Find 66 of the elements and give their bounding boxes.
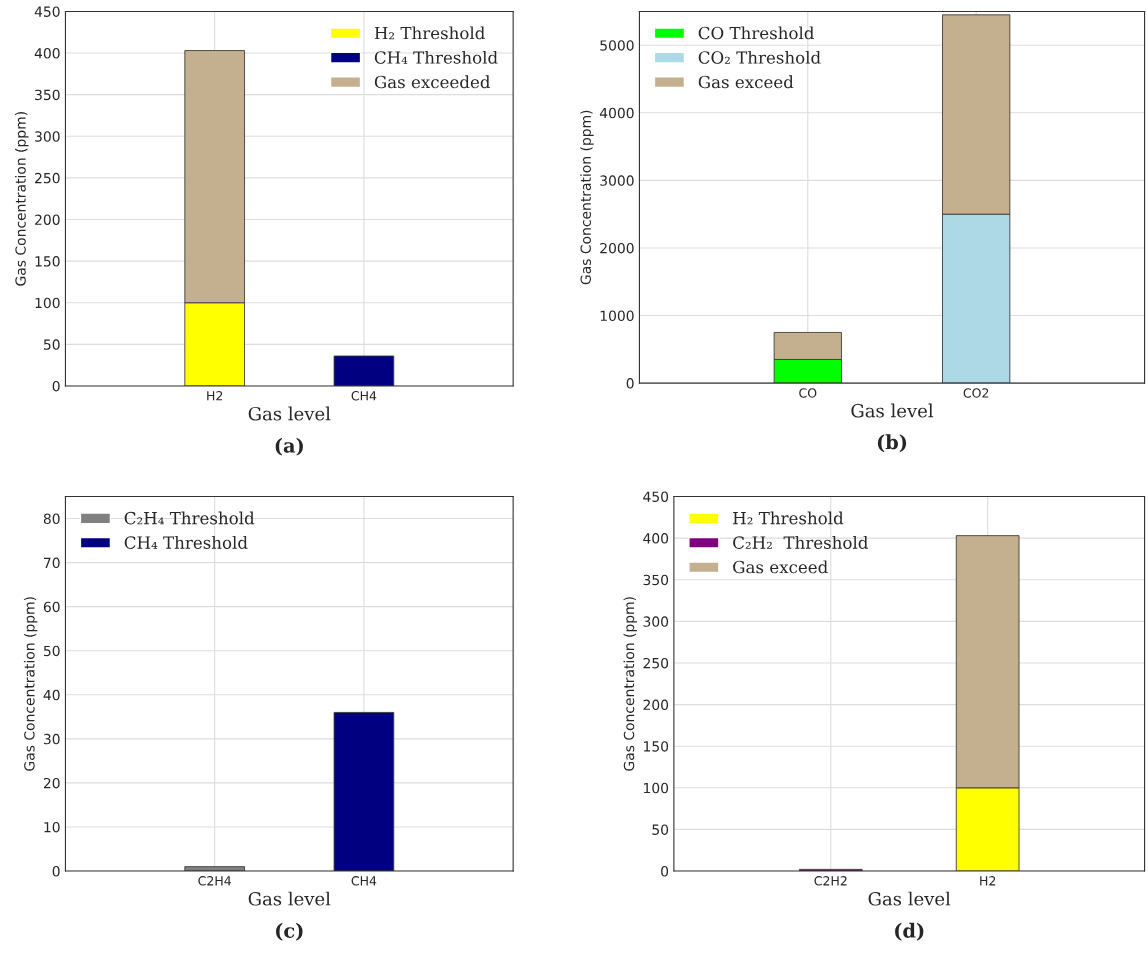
y-tick-label: 0 (661, 866, 669, 877)
text: (c) (276, 922, 303, 941)
y-tick-label: 300 (35, 131, 60, 142)
text: (d) (895, 922, 924, 941)
legend-label: CO Threshold (698, 26, 814, 40)
text: (b) (877, 434, 907, 453)
y-tick-label: 200 (35, 214, 60, 225)
y-tick-label: 100 (35, 297, 60, 309)
text: (a) (275, 437, 303, 456)
y-tick-label: 250 (35, 172, 60, 184)
y-tick-label: 450 (34, 6, 60, 17)
y-tick-label: 100 (644, 782, 669, 794)
y-tick-label: 50 (43, 645, 60, 657)
y-tick-label: 0 (52, 380, 60, 392)
y-tick-label: 50 (43, 339, 60, 350)
x-tick-label: CH4 (351, 391, 377, 401)
x-tick-label: CO (799, 388, 817, 398)
y-tick-label: 400 (643, 533, 669, 544)
legend-label: H₂ Threshold (374, 26, 485, 40)
y-axis-title: Gas Concentration (ppm) (23, 597, 38, 771)
y-tick-label: 150 (35, 256, 60, 267)
x-axis-title: Gas level (248, 406, 331, 421)
y-axis-title: Gas Concentration (ppm) (580, 110, 594, 285)
legend-label: C₂H₄ Threshold (124, 511, 255, 525)
legend-label: H₂ Threshold (733, 511, 844, 525)
legend-label: C₂H₂ Threshold (733, 535, 868, 549)
y-tick-label: 3000 (600, 175, 634, 186)
y-tick-label: 10 (44, 821, 60, 833)
x-tick-label: H2 (980, 876, 996, 886)
x-tick-label: H2 (207, 391, 223, 401)
y-tick-label: 80 (43, 513, 60, 525)
y-axis-title: Gas Concentration (ppm) (15, 112, 29, 286)
y-axis-title: Gas Concentration (ppm) (623, 597, 637, 771)
y-tick-label: 60 (43, 601, 60, 613)
y-tick-label: 450 (643, 491, 669, 502)
y-tick-label: 2000 (600, 242, 634, 254)
y-tick-label: 50 (652, 824, 669, 835)
y-tick-label: 70 (44, 557, 60, 569)
y-tick-label: 350 (35, 89, 60, 101)
y-tick-label: 30 (43, 733, 60, 745)
x-tick-label: C2H4 (198, 876, 231, 886)
y-tick-label: 200 (643, 699, 669, 711)
y-tick-label: 0 (52, 866, 60, 877)
x-axis-title: Gas level (851, 403, 934, 418)
x-axis-title: Gas level (248, 891, 331, 906)
y-tick-label: 4000 (599, 107, 634, 119)
y-tick-label: 350 (643, 574, 669, 586)
y-tick-label: 0 (626, 378, 634, 389)
y-tick-label: 150 (644, 741, 669, 752)
x-tick-label: CO2 (963, 388, 989, 398)
y-tick-label: 400 (34, 48, 60, 59)
legend-label: CO₂ Threshold (698, 50, 821, 64)
y-tick-label: 250 (643, 657, 669, 669)
y-tick-label: 40 (43, 689, 60, 701)
legend-label: Gas exceed (698, 75, 794, 89)
legend-label: Gas exceeded (374, 75, 491, 89)
x-tick-label: C2H2 (814, 876, 847, 886)
y-tick-label: 20 (43, 777, 60, 789)
x-tick-label: CH4 (351, 876, 377, 886)
legend-label: CH₄ Threshold (124, 535, 248, 549)
legend-label: Gas exceed (733, 560, 828, 574)
y-tick-label: 1000 (600, 310, 634, 321)
x-axis-title: Gas level (868, 891, 951, 906)
y-tick-label: 5000 (600, 40, 634, 51)
y-tick-label: 300 (643, 616, 669, 627)
legend-label: CH₄ Threshold (374, 50, 498, 64)
